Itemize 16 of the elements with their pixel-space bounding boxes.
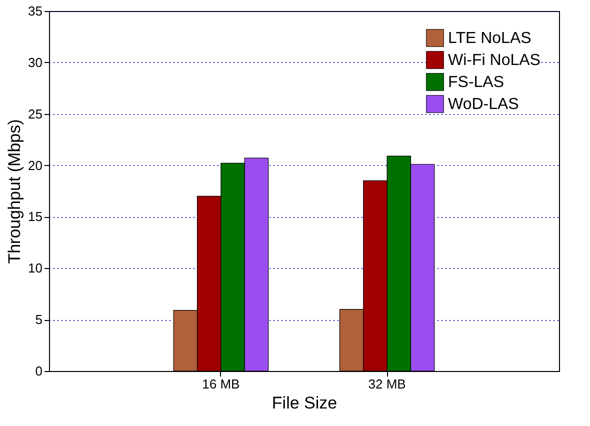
y-tick-label: 10 <box>28 260 42 276</box>
x-tick-label: 16 MB <box>202 376 240 392</box>
y-tick-label: 15 <box>28 209 42 224</box>
y-tick-label: 5 <box>35 312 42 328</box>
y-tick-label: 20 <box>28 158 42 173</box>
legend-label: WoD-LAS <box>448 96 519 113</box>
legend-label: LTE NoLAS <box>448 30 532 47</box>
y-axis-title: Throughput (Mbps) <box>5 119 24 264</box>
y-tick-label: 25 <box>28 106 42 122</box>
x-tick-label: 32 MB <box>368 376 406 392</box>
x-axis-title: File Size <box>272 394 338 412</box>
y-tick-label: 30 <box>28 54 42 70</box>
legend-label: FS-LAS <box>448 74 504 91</box>
legend-label: Wi-Fi NoLAS <box>448 52 540 69</box>
y-tick-label: 35 <box>28 4 42 18</box>
y-tick-label: 0 <box>35 364 42 378</box>
